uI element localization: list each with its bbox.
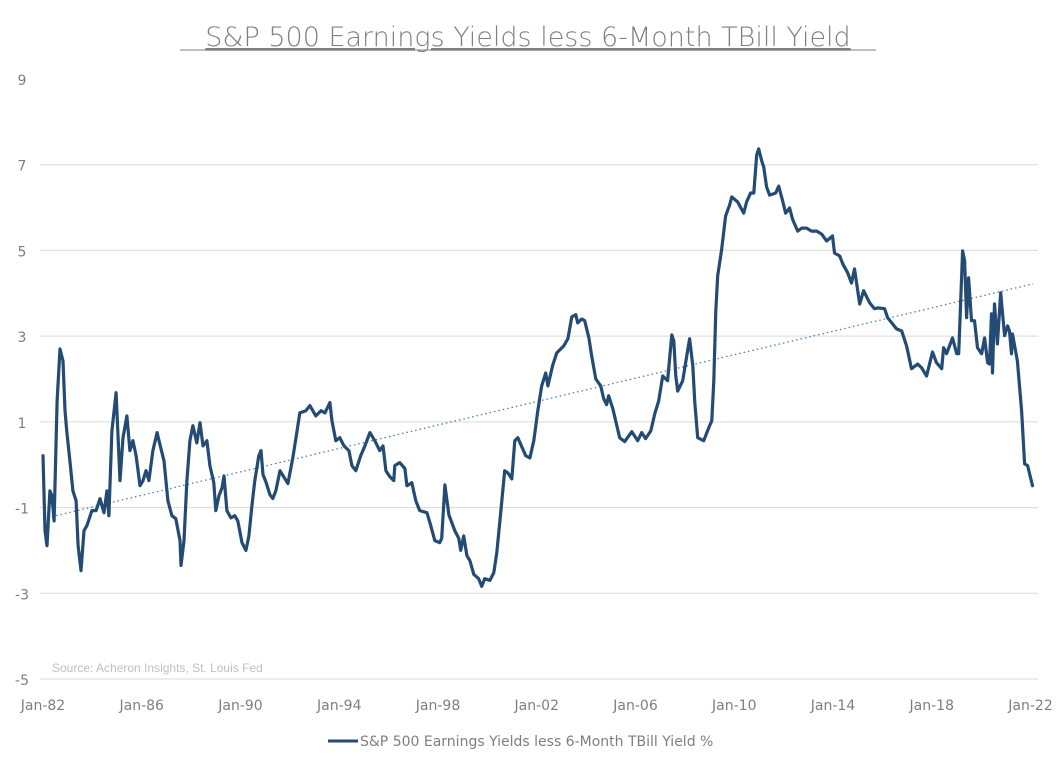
x-tick-label: Jan-14: [810, 698, 856, 714]
x-tick-label: Jan-22: [1007, 698, 1052, 714]
legend-label: S&P 500 Earnings Yields less 6-Month TBi…: [360, 734, 713, 750]
y-tick-label: -3: [15, 587, 29, 603]
legend: S&P 500 Earnings Yields less 6-Month TBi…: [328, 734, 713, 750]
x-tick-label: Jan-06: [612, 698, 658, 714]
y-tick-label: 7: [18, 159, 27, 175]
y-tick-label: 1: [18, 416, 27, 432]
y-tick-label: -1: [15, 502, 29, 518]
data-points: [42, 148, 1033, 587]
x-tick-label: Jan-94: [316, 698, 362, 714]
y-tick-label: -5: [15, 673, 29, 689]
source-note: Source: Acheron Insights, St. Louis Fed: [52, 661, 263, 675]
x-tick-label: Jan-86: [119, 698, 165, 714]
y-axis: 9 7 5 3 1 -1 -3 -5: [15, 73, 29, 689]
x-tick-label: Jan-90: [217, 698, 262, 714]
series-line: [41, 147, 1035, 588]
x-tick-label: Jan-82: [20, 698, 65, 714]
x-tick-label: Jan-10: [711, 698, 756, 714]
y-tick-label: 9: [18, 73, 27, 89]
x-axis: Jan-82 Jan-86 Jan-90 Jan-94 Jan-98 Jan-02 Jan-…: [20, 698, 1053, 714]
x-tick-label: Jan-98: [415, 698, 460, 714]
x-tick-label: Jan-18: [909, 698, 954, 714]
x-tick-label: Jan-02: [514, 698, 559, 714]
y-tick-label: 5: [18, 244, 27, 260]
gridlines: [40, 164, 1038, 680]
y-tick-label: 3: [18, 330, 27, 346]
chart-title: S&P 500 Earnings Yields less 6-Month TBi…: [205, 22, 850, 53]
